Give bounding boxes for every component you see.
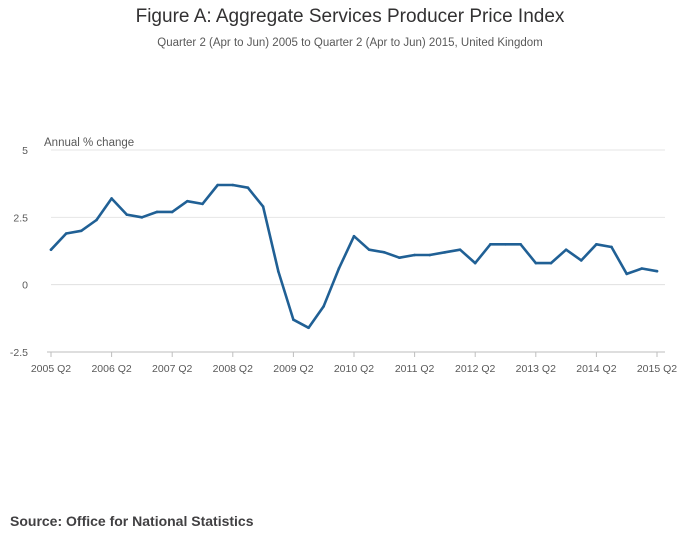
data-point [352,234,356,238]
y-tick-label: 2.5 [13,212,28,224]
data-point [49,248,53,251]
data-point [367,248,371,251]
data-point [201,202,204,206]
y-tick-label: 0 [22,280,28,292]
data-point [564,248,568,251]
y-axis-label: Annual % change [44,137,134,149]
grid-lines [51,149,665,353]
data-point [64,232,68,235]
data-point [110,197,113,200]
data-point [322,304,326,308]
data-point [216,183,219,187]
data-point [246,186,250,190]
x-tick-label: 2007 Q2 [152,363,192,375]
x-tick-label: 2010 Q2 [334,363,374,375]
data-point [534,261,538,265]
data-point [625,272,628,276]
x-tick-label: 2013 Q2 [516,363,556,375]
data-point [443,251,447,254]
data-point [155,210,159,214]
data-point [458,248,462,251]
y-axis: -2.5 0 2.5 5 [10,145,28,359]
data-point [655,269,659,273]
data-point [428,253,432,257]
x-tick-label: 2009 Q2 [273,363,313,375]
data-point [95,218,98,222]
x-tick-label: 2011 Q2 [395,363,435,375]
x-tick-label: 2005 Q2 [31,363,71,375]
series-line [49,183,659,330]
data-point [292,318,295,321]
data-point [80,229,83,233]
data-point [186,199,189,203]
chart-subtitle: Quarter 2 (Apr to Jun) 2005 to Quarter 2… [157,37,543,49]
series-group [49,183,659,330]
data-point [276,269,280,273]
data-point [473,261,477,265]
data-point [231,183,235,187]
data-point [398,256,401,260]
data-point [610,245,613,249]
data-point [337,267,341,270]
data-point [504,242,507,246]
x-tick-label: 2015 Q2 [637,363,677,375]
data-point [579,259,583,262]
data-point [413,253,416,257]
chart-title: Figure A: Aggregate Services Producer Pr… [135,6,565,27]
data-point [595,242,598,246]
y-tick-label: 5 [22,145,28,157]
data-point [140,216,144,219]
data-point [640,267,644,270]
data-point [549,261,553,265]
x-tick-label: 2006 Q2 [91,363,131,375]
x-tick-label: 2014 Q2 [576,363,616,375]
x-tick-label: 2012 Q2 [455,363,495,375]
data-point [383,251,386,254]
data-point [261,205,265,208]
data-point [489,242,492,246]
data-point [170,210,174,214]
data-point [307,326,310,330]
x-axis: 2005 Q2 2006 Q2 2007 Q2 2008 Q2 2009 Q2 2010 … [31,351,677,375]
y-tick-label: -2.5 [10,347,28,359]
data-point [519,242,522,246]
source-note: Source: Office for National Statistics [10,513,254,529]
data-point [125,213,129,216]
x-tick-label: 2008 Q2 [213,363,253,375]
